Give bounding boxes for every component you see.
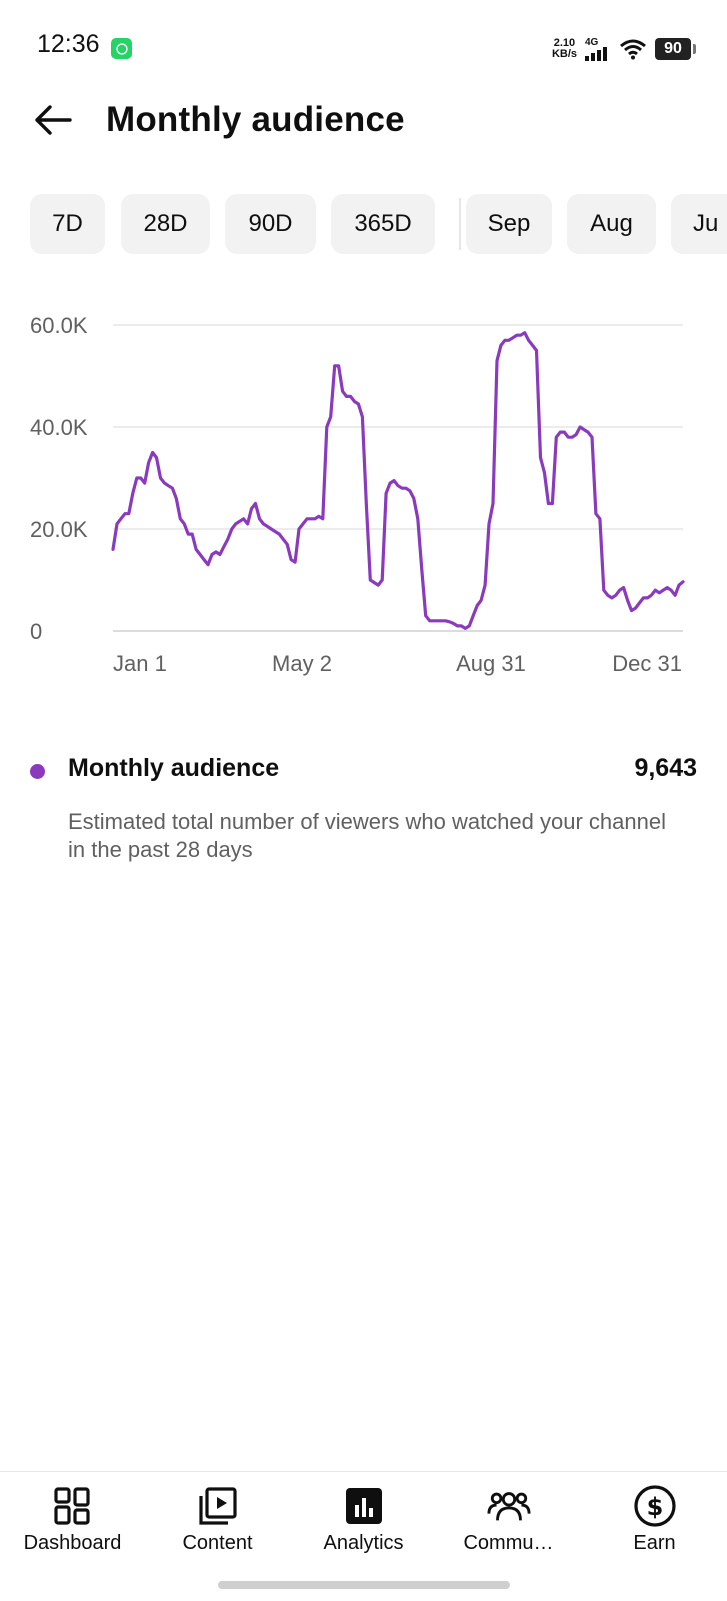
wifi-icon: [620, 39, 646, 60]
nav-dashboard[interactable]: Dashboard: [0, 1472, 145, 1572]
chip-jul[interactable]: Ju: [671, 194, 727, 254]
back-button[interactable]: [28, 96, 76, 144]
metric-value: 9,643: [634, 754, 697, 782]
metric-label: Monthly audience: [68, 754, 280, 782]
y-tick-label: 20.0K: [30, 517, 88, 542]
chip-7d[interactable]: 7D: [30, 194, 105, 254]
whatsapp-notification-icon: [111, 38, 132, 59]
community-icon: [486, 1484, 531, 1528]
nav-label: Analytics: [323, 1532, 404, 1554]
nav-label: Earn: [633, 1532, 676, 1554]
cellular-signal: 4G: [585, 36, 611, 61]
y-tick-label: 40.0K: [30, 415, 88, 440]
arrow-left-icon: [35, 105, 72, 135]
nav-label: Dashboard: [23, 1532, 122, 1554]
y-tick-label: 60.0K: [30, 313, 88, 338]
nav-earn[interactable]: $ Earn: [582, 1472, 727, 1572]
bottom-navigation: Dashboard Content Analytics Commu…: [0, 1471, 727, 1601]
y-tick-label: 0: [30, 619, 42, 644]
dashboard-icon: [51, 1484, 95, 1528]
chip-sep[interactable]: Sep: [466, 194, 552, 254]
content-icon: [196, 1484, 240, 1528]
network-speed-unit: KB/s: [551, 48, 577, 60]
signal-bars-icon: [585, 46, 607, 61]
legend-dot: [30, 764, 45, 779]
analytics-icon: [342, 1484, 386, 1528]
battery-level: 90: [664, 40, 682, 57]
app-header: Monthly audience: [0, 88, 727, 152]
network-type: 4G: [585, 36, 599, 48]
chip-365d[interactable]: 365D: [331, 194, 435, 254]
network-speed: 2.10 KB/s: [552, 38, 577, 60]
nav-community[interactable]: Commu…: [436, 1472, 581, 1572]
home-indicator[interactable]: [218, 1581, 510, 1589]
x-tick-label: Jan 1: [113, 651, 167, 676]
nav-label: Content: [182, 1532, 253, 1554]
page-title: Monthly audience: [106, 100, 405, 139]
x-tick-label: May 2: [272, 651, 332, 676]
chip-aug[interactable]: Aug: [567, 194, 656, 254]
audience-chart: 0 20.0K 40.0K 60.0K Jan 1 May 2 Aug 31 Dec 31: [0, 300, 727, 700]
nav-label: Commu…: [463, 1532, 554, 1554]
battery-indicator: 90: [655, 38, 696, 60]
x-tick-label: Aug 31: [456, 651, 526, 676]
nav-content[interactable]: Content: [145, 1472, 290, 1572]
chip-90d[interactable]: 90D: [225, 194, 316, 254]
chip-divider: [459, 198, 461, 250]
earn-icon: $: [633, 1484, 677, 1528]
metric-description: Estimated total number of viewers who wa…: [68, 809, 666, 862]
network-speed-value: 2.10: [553, 37, 576, 49]
svg-text:$: $: [646, 1493, 663, 1521]
metric-summary: Monthly audience 9,643 Estimated total n…: [0, 740, 727, 870]
status-indicators: 2.10 KB/s 4G 90: [552, 36, 696, 62]
line-chart: 0 20.0K 40.0K 60.0K Jan 1 May 2 Aug 31 Dec 31: [30, 313, 685, 676]
series-line: [111, 331, 685, 630]
period-chips: 7D 28D 90D 365D Sep Aug Ju: [0, 194, 727, 254]
nav-analytics[interactable]: Analytics: [291, 1472, 436, 1572]
status-time: 12:36: [37, 30, 100, 58]
status-bar: 12:36 2.10 KB/s 4G 90: [0, 0, 727, 96]
chip-28d[interactable]: 28D: [121, 194, 210, 254]
x-tick-label: Dec 31: [612, 651, 682, 676]
